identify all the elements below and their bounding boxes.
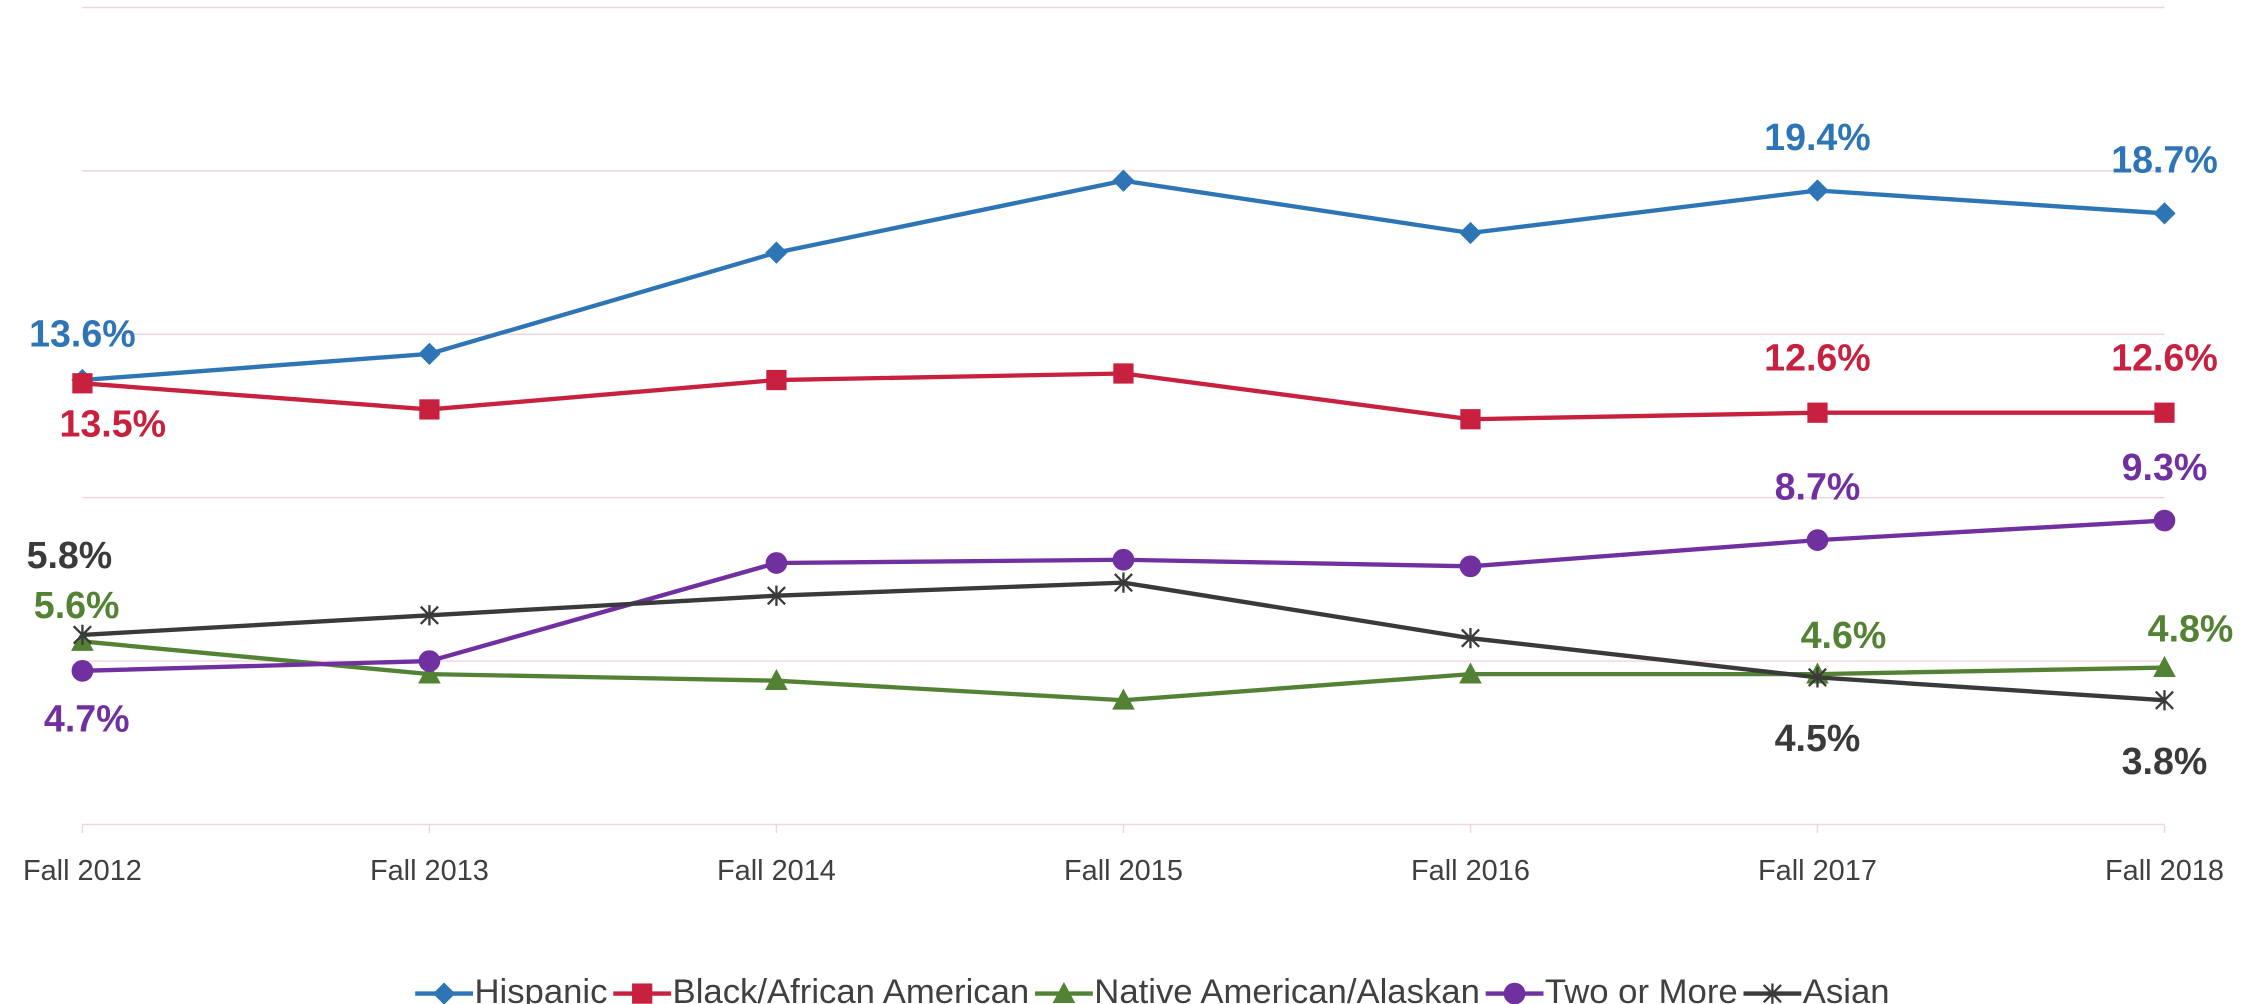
data-label: 4.6% xyxy=(1801,614,1887,656)
legend-item: Black/African American xyxy=(613,973,1029,1004)
point-marker xyxy=(1459,662,1482,684)
data-label: 13.6% xyxy=(29,313,136,355)
point-marker xyxy=(1807,402,1828,423)
legend-marker xyxy=(1762,983,1782,1004)
point-marker xyxy=(766,369,787,391)
data-label: 4.8% xyxy=(2148,607,2234,649)
legend: Hispanic Black/African American Native Ame… xyxy=(415,973,1890,1004)
data-label: 13.5% xyxy=(59,403,166,445)
point-marker xyxy=(765,669,788,691)
x-tick-label: Fall 2014 xyxy=(717,855,836,887)
legend-marker xyxy=(632,983,653,1004)
point-marker xyxy=(1112,688,1135,710)
point-marker xyxy=(418,662,441,684)
point-marker xyxy=(766,585,786,606)
legend-label: Hispanic xyxy=(474,973,607,1004)
point-marker xyxy=(1807,667,1827,688)
legend-item: Native American/Alaskan xyxy=(1034,973,1480,1004)
point-marker xyxy=(71,660,94,682)
data-label: 4.7% xyxy=(44,697,130,739)
legend-label: Asian xyxy=(1803,973,1890,1004)
legend-item: Two or More xyxy=(1485,973,1738,1004)
data-label: 18.7% xyxy=(2111,139,2218,181)
legend-label: Native American/Alaskan xyxy=(1094,973,1480,1004)
point-marker xyxy=(1112,548,1135,571)
data-label: 5.6% xyxy=(34,584,120,626)
point-marker xyxy=(2153,202,2176,225)
point-marker xyxy=(419,399,440,420)
point-marker xyxy=(1459,555,1482,578)
point-marker xyxy=(418,342,441,366)
legend-item: Asian xyxy=(1743,973,1890,1004)
point-marker xyxy=(1112,169,1135,192)
legend-marker xyxy=(1503,982,1526,1004)
point-marker xyxy=(418,650,441,672)
data-label: 9.3% xyxy=(2122,446,2208,488)
point-marker xyxy=(1806,529,1829,551)
point-marker xyxy=(1460,628,1480,649)
data-label: 5.8% xyxy=(27,534,113,576)
data-label: 12.6% xyxy=(2111,337,2218,379)
legend-label: Black/African American xyxy=(673,973,1030,1004)
data-label: 3.8% xyxy=(2122,740,2208,782)
point-marker xyxy=(1459,221,1482,245)
point-marker xyxy=(2153,655,2176,677)
legend-item: Hispanic xyxy=(415,973,607,1004)
x-tick-label: Fall 2018 xyxy=(2105,855,2224,887)
data-label: 4.5% xyxy=(1775,717,1861,759)
point-marker xyxy=(2154,690,2174,711)
data-label: 8.7% xyxy=(1775,465,1861,507)
legend-marker xyxy=(1052,981,1076,1003)
data-label: 12.6% xyxy=(1764,337,1871,379)
point-marker xyxy=(765,552,788,574)
x-tick-label: Fall 2017 xyxy=(1758,855,1877,887)
point-marker xyxy=(1806,179,1829,202)
x-tick-label: Fall 2016 xyxy=(1411,855,1530,887)
x-tick-label: Fall 2012 xyxy=(23,855,142,887)
point-marker xyxy=(419,605,439,626)
x-tick-label: Fall 2013 xyxy=(370,855,489,887)
x-tick-label: Fall 2015 xyxy=(1064,855,1183,887)
point-marker xyxy=(72,373,93,394)
point-marker xyxy=(2154,402,2175,423)
point-marker xyxy=(72,624,92,646)
point-marker xyxy=(1113,572,1133,593)
point-marker xyxy=(765,241,788,264)
legend-label: Two or More xyxy=(1545,973,1738,1004)
point-marker xyxy=(1460,409,1481,430)
legend-marker xyxy=(432,982,456,1004)
data-label: 19.4% xyxy=(1764,116,1871,158)
point-marker xyxy=(2153,509,2176,532)
point-marker xyxy=(1113,363,1134,384)
